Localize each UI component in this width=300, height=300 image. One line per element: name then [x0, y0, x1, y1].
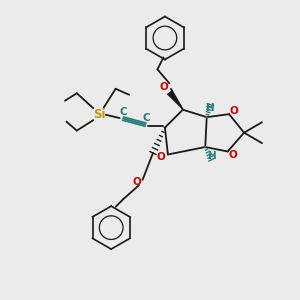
Text: O: O: [160, 82, 169, 92]
Text: O: O: [229, 106, 238, 116]
Text: H: H: [208, 151, 217, 161]
Polygon shape: [167, 91, 183, 110]
Text: Si: Si: [93, 108, 106, 121]
Text: C: C: [119, 107, 127, 117]
Text: O: O: [157, 152, 166, 162]
Text: C: C: [142, 113, 150, 123]
Text: H: H: [206, 103, 215, 112]
Text: O: O: [133, 177, 142, 187]
Text: O: O: [229, 150, 237, 160]
